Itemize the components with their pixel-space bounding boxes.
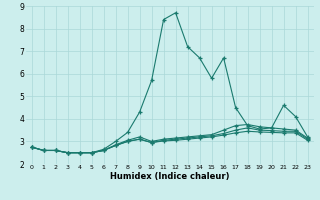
X-axis label: Humidex (Indice chaleur): Humidex (Indice chaleur) [110,172,229,181]
